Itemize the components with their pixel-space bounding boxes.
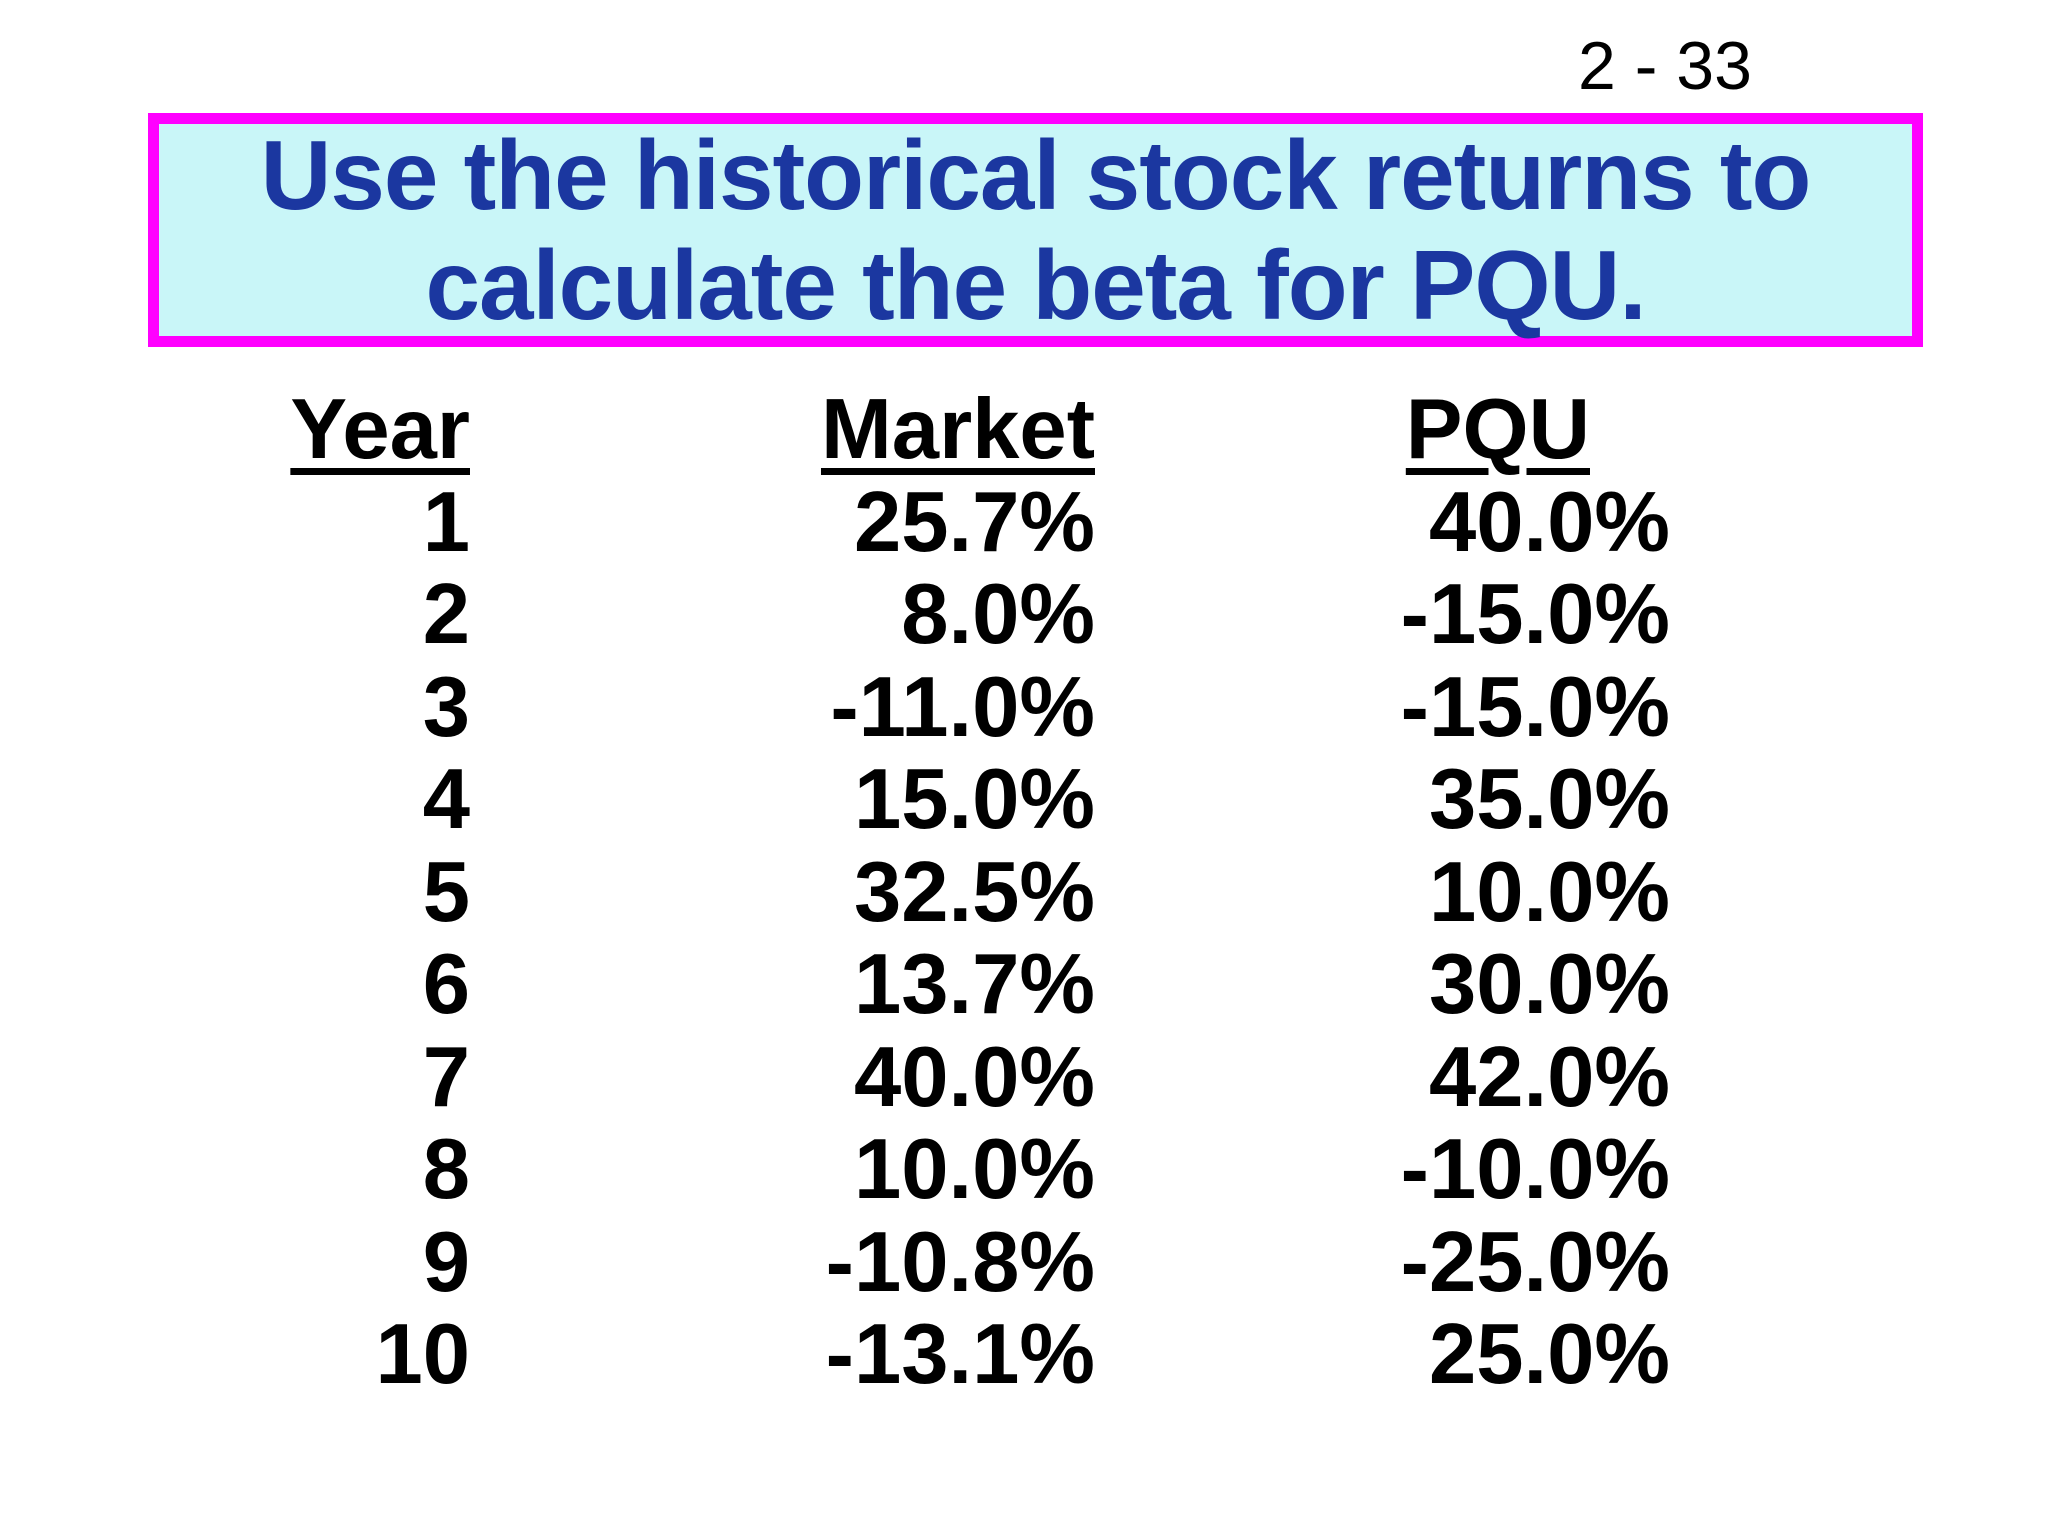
- table-row: 8 10.0% -10.0%: [0, 1122, 2048, 1217]
- market-return-value: 13.7%: [853, 937, 1095, 1032]
- year-value: 6: [422, 937, 470, 1032]
- slide-title: Use the historical stock returns to calc…: [260, 120, 1812, 340]
- table-row: 2 8.0% -15.0%: [0, 567, 2048, 662]
- market-return-value: 8.0%: [901, 567, 1095, 662]
- header-cell-year: Year: [0, 382, 470, 477]
- title-box: Use the historical stock returns to calc…: [148, 113, 1923, 347]
- market-return-value: 32.5%: [853, 844, 1095, 940]
- slide-title-line-1: Use the historical stock returns to: [260, 120, 1812, 230]
- market-return-value: -10.8%: [825, 1214, 1095, 1310]
- table-row: 3 -11.0% -15.0%: [0, 659, 2048, 755]
- table-row: 9 -10.8% -25.0%: [0, 1214, 2048, 1310]
- header-year-label: Year: [290, 382, 470, 477]
- table-row: 4 15.0% 35.0%: [0, 752, 2048, 847]
- market-return-value: -13.1%: [825, 1307, 1095, 1402]
- market-return-value: 15.0%: [853, 752, 1095, 847]
- pqu-return-value: -25.0%: [1400, 1214, 1670, 1310]
- market-return-value: -11.0%: [830, 659, 1095, 755]
- pqu-return-value: 35.0%: [1428, 752, 1670, 847]
- year-value: 10: [375, 1307, 470, 1402]
- pqu-return-value: -10.0%: [1400, 1122, 1670, 1217]
- market-return-value: 40.0%: [853, 1029, 1095, 1125]
- year-value: 8: [422, 1122, 470, 1217]
- table-row: 1 25.7% 40.0%: [0, 474, 2048, 570]
- table-row: 10 -13.1% 25.0%: [0, 1307, 2048, 1402]
- year-value: 4: [422, 752, 470, 847]
- table-row: 5 32.5% 10.0%: [0, 844, 2048, 940]
- slide-title-line-2: calculate the beta for PQU.: [425, 230, 1646, 340]
- pqu-return-value: -15.0%: [1400, 567, 1670, 662]
- slide-page-number: 2 - 33: [1578, 28, 1752, 104]
- table-row: 6 13.7% 30.0%: [0, 937, 2048, 1032]
- pqu-return-value: 10.0%: [1428, 844, 1670, 940]
- pqu-return-value: 25.0%: [1428, 1307, 1670, 1402]
- pqu-return-value: 30.0%: [1428, 937, 1670, 1032]
- market-return-value: 25.7%: [853, 474, 1095, 570]
- year-value: 5: [422, 844, 470, 940]
- market-return-value: 10.0%: [853, 1122, 1095, 1217]
- year-value: 7: [422, 1029, 470, 1125]
- historical-returns-table: Year Market PQU 1 25.7% 40.0% 2 8.0% -15…: [0, 382, 2048, 1402]
- pqu-return-value: 40.0%: [1428, 474, 1670, 570]
- table-row: 7 40.0% 42.0%: [0, 1029, 2048, 1125]
- year-value: 1: [422, 474, 470, 570]
- year-value: 9: [422, 1214, 470, 1310]
- header-cell-pqu: PQU: [1095, 382, 1670, 477]
- year-value: 2: [422, 567, 470, 662]
- pqu-return-value: 42.0%: [1428, 1029, 1670, 1125]
- table-header-row: Year Market PQU: [0, 382, 2048, 477]
- header-market-label: Market: [820, 382, 1095, 477]
- pqu-return-value: -15.0%: [1400, 659, 1670, 755]
- year-value: 3: [422, 659, 470, 755]
- header-cell-market: Market: [470, 382, 1095, 477]
- header-pqu-label: PQU: [1405, 382, 1590, 477]
